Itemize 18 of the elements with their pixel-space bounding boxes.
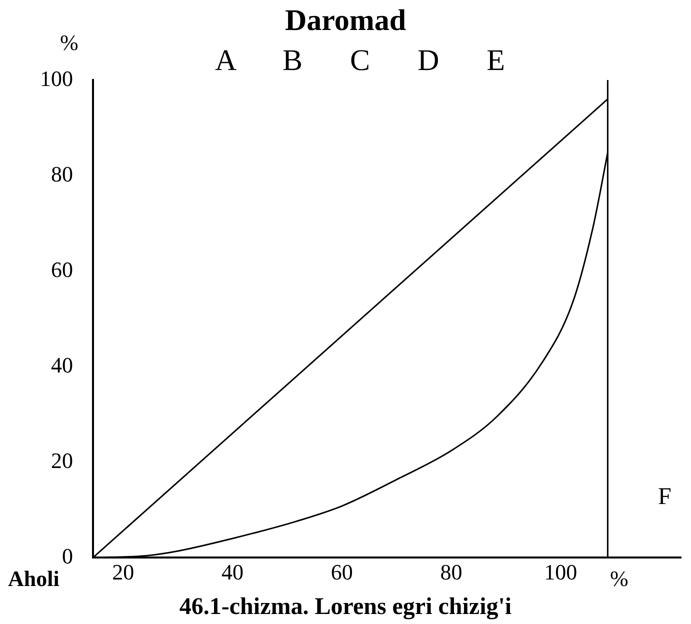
x-tick-label: 100 [544,560,578,585]
annotation: F [658,484,672,511]
x-tick-label: 80 [440,560,462,585]
y-tick-label: 60 [51,256,73,282]
y-tick-label: 80 [51,161,73,186]
y-tick-label: 40 [51,352,73,378]
y-tick-label: 0 [62,543,73,568]
text: Aholi [8,566,60,592]
y-tick-label: 100 [40,66,73,91]
x-axis-title: % [610,566,628,592]
chart-subtitle: A B C D E [214,44,506,78]
y-axis-title: % [60,30,78,56]
x-tick-label: 40 [221,560,244,585]
chart-title: Daromad [284,4,406,37]
x-tick-label: 20 [112,560,134,585]
y-tick-label: 20 [51,448,73,473]
text: 46.1-chizma. Lorens egri chizig'i [178,594,513,621]
x-tick-label: 60 [330,560,353,585]
